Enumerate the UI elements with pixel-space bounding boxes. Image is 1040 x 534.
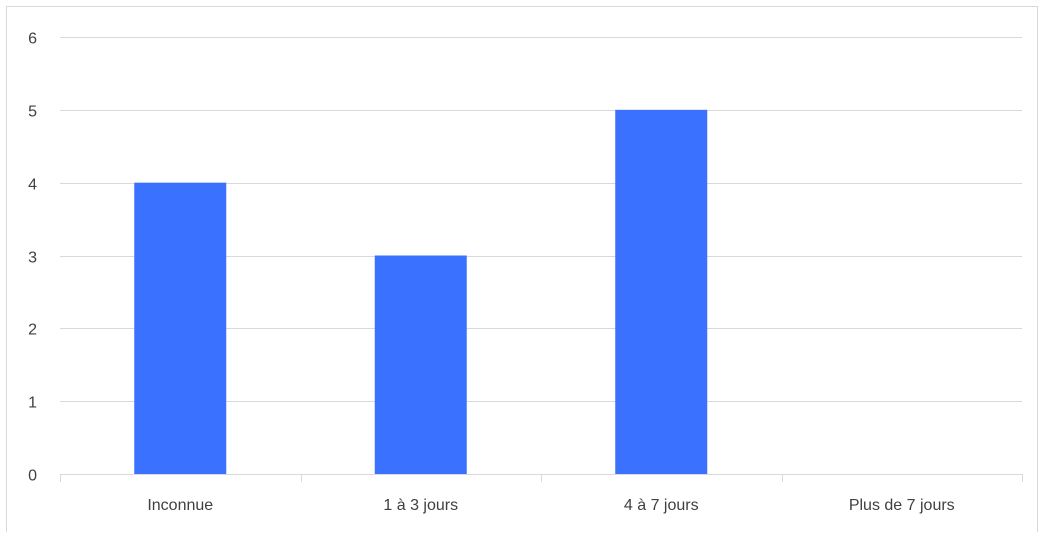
y-tick-label: 1	[28, 395, 37, 412]
y-tick-label: 3	[28, 250, 37, 267]
y-tick-label: 2	[28, 322, 37, 339]
y-tick-label: 4	[28, 177, 37, 194]
y-tick-label: 6	[28, 31, 37, 48]
y-tick-label: 5	[28, 104, 37, 121]
y-tick-label: 0	[28, 468, 37, 485]
bar-2	[374, 255, 467, 474]
bar-1	[134, 182, 227, 474]
x-tick-label: Inconnue	[147, 497, 213, 514]
bar-3	[615, 109, 708, 474]
x-tick-label: 1 à 3 jours	[383, 497, 458, 514]
x-tick-label: 4 à 7 jours	[624, 497, 699, 514]
x-tick-label: Plus de 7 jours	[849, 497, 955, 514]
